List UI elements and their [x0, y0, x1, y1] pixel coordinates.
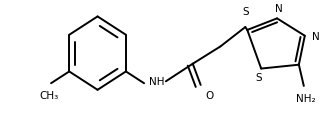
Text: CH₃: CH₃: [39, 91, 59, 101]
Text: N: N: [275, 4, 283, 14]
Text: S: S: [255, 73, 261, 83]
Text: N: N: [312, 32, 319, 42]
Text: NH: NH: [149, 77, 165, 87]
Text: S: S: [242, 7, 249, 17]
Text: NH₂: NH₂: [296, 94, 316, 104]
Text: O: O: [206, 91, 214, 101]
